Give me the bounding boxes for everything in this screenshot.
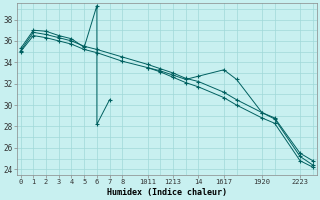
X-axis label: Humidex (Indice chaleur): Humidex (Indice chaleur) [107, 188, 227, 197]
